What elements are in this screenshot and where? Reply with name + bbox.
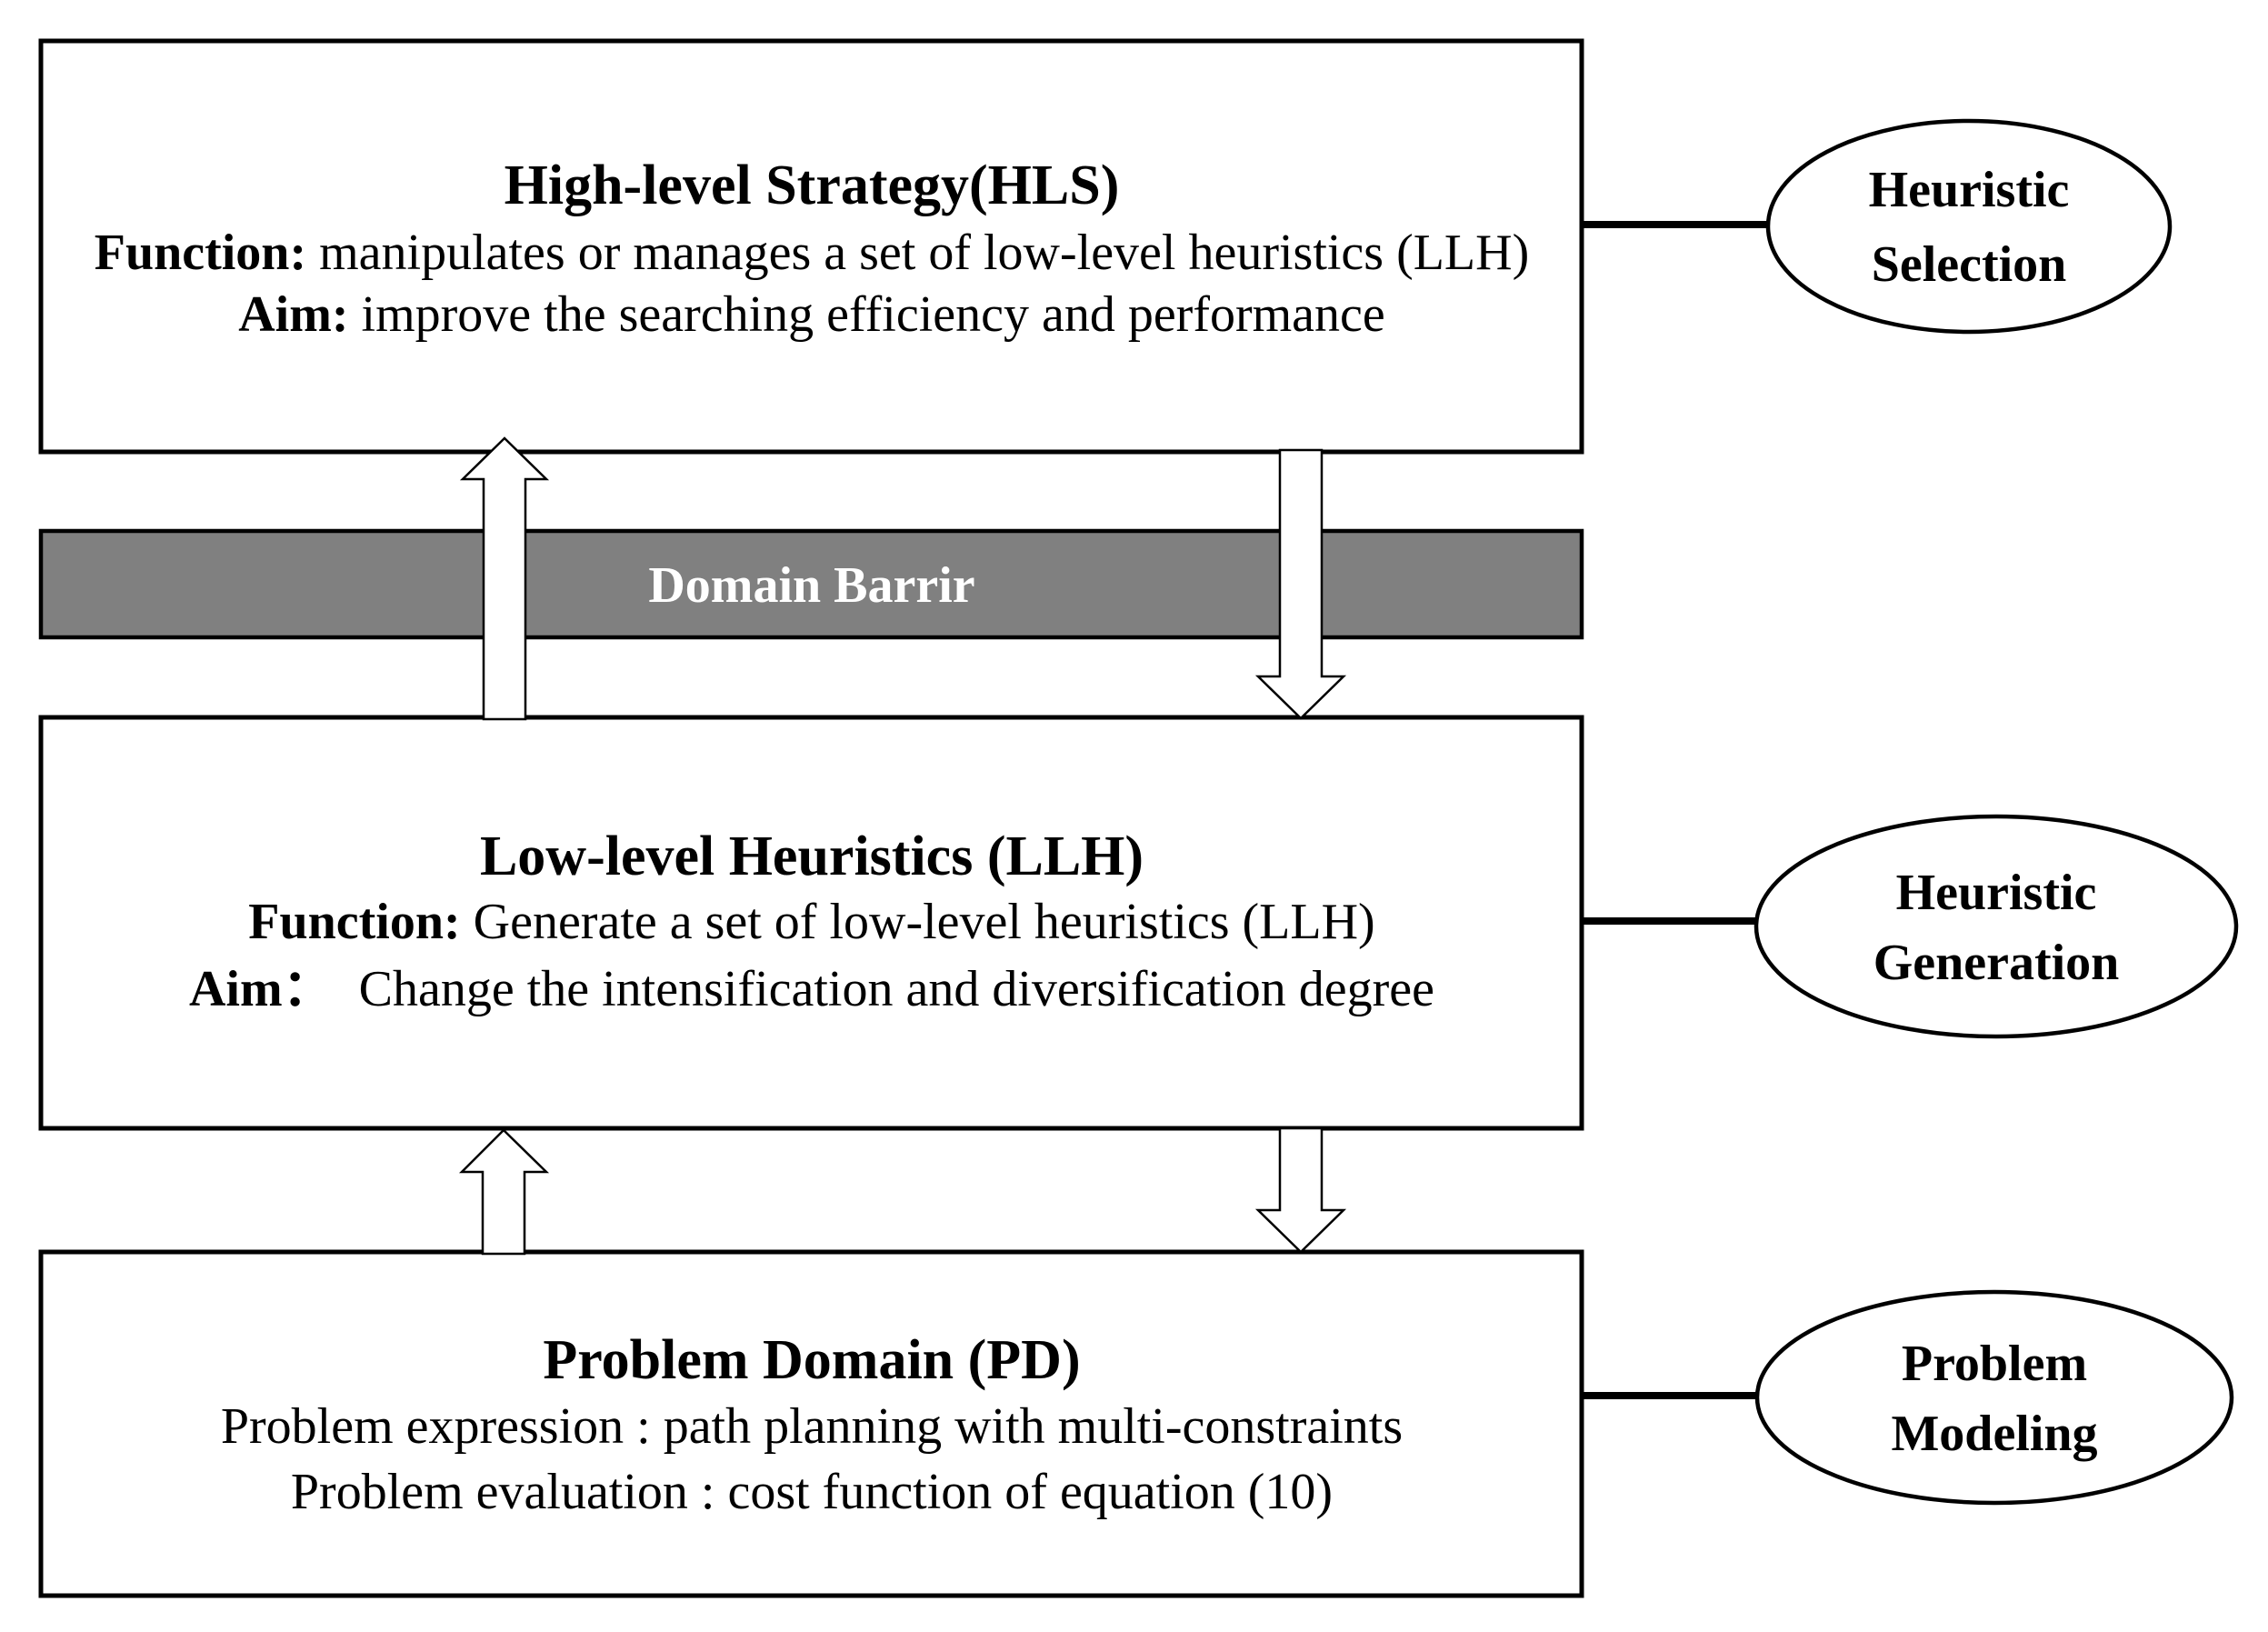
hls-function-text: manipulates or manages a set of low-leve… <box>319 225 1529 281</box>
spacer <box>461 894 474 950</box>
pd-title: Problem Domain (PD) <box>543 1329 1080 1391</box>
down-arrow-hls-to-llh <box>1254 448 1347 720</box>
heuristic-generation-label-line1: Heuristic <box>1896 865 2097 921</box>
heuristic-generation-ellipse <box>1753 814 2239 1039</box>
heuristic-generation-label-line2: Generation <box>1873 935 2120 991</box>
llh-function-text: Generate a set of low-level heuristics (… <box>474 894 1375 950</box>
problem-domain-box <box>38 1249 1584 1598</box>
hls-aim-text: improve the searching efficiency and per… <box>362 286 1385 343</box>
llh-title: Low-level Heuristics (LLH) <box>480 826 1144 887</box>
hls-function-label: Function: <box>95 225 306 281</box>
hls-aim-line: Aim: improve the searching efficiency an… <box>238 286 1385 343</box>
high-level-strategy-box <box>38 38 1584 455</box>
llh-function-label: Function: <box>248 894 460 950</box>
hls-function-line: Function: manipulates or manages a set o… <box>95 225 1529 281</box>
heuristic-selection-label-line2: Selection <box>1872 236 2067 293</box>
hls-title: High-level Strategy(HLS) <box>505 155 1120 216</box>
down-arrow-llh-to-pd <box>1254 1126 1347 1254</box>
problem-modeling-label-line1: Problem <box>1902 1336 2087 1392</box>
pd-evaluation-line: Problem evaluation : cost function of eq… <box>291 1464 1333 1520</box>
heuristic-selection-label-line1: Heuristic <box>1869 162 2070 218</box>
pd-expression-line: Problem expression : path planning with … <box>221 1398 1403 1455</box>
low-level-heuristics-box <box>38 715 1584 1131</box>
problem-modeling-label-line2: Modeling <box>1891 1406 2097 1462</box>
llh-aim-label: Aim： <box>189 961 334 1017</box>
spacer <box>306 225 319 281</box>
spacer <box>334 961 359 1017</box>
llh-aim-line: Aim： Change the intensification and dive… <box>189 961 1434 1017</box>
llh-function-line: Function: Generate a set of low-level he… <box>248 894 1374 950</box>
domain-barrier-label: Domain Barrir <box>648 557 974 614</box>
spacer <box>349 286 362 343</box>
up-arrow-llh-to-hls <box>459 436 550 721</box>
llh-aim-text: Change the intensification and diversifi… <box>359 961 1434 1017</box>
domain-barrier-bar <box>38 528 1584 640</box>
up-arrow-pd-to-llh <box>458 1128 550 1256</box>
hls-aim-label: Aim: <box>238 286 348 343</box>
heuristic-selection-ellipse <box>1765 118 2173 335</box>
problem-modeling-ellipse <box>1754 1289 2234 1506</box>
